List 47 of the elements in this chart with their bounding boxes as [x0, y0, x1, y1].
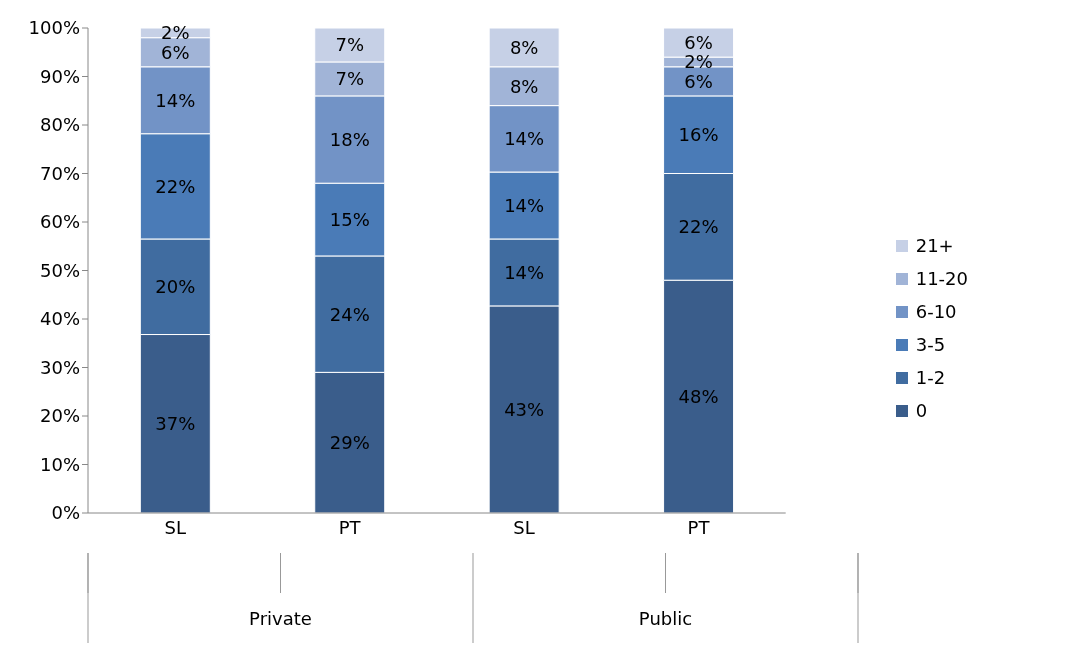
legend-label: 0 [915, 400, 928, 421]
y-tick-label: 20% [39, 405, 80, 427]
x-tick-label: PT [687, 516, 711, 538]
data-label: 6% [684, 31, 713, 53]
data-label: 7% [335, 34, 365, 56]
data-label: 6% [161, 41, 190, 63]
data-label: 43% [504, 398, 545, 420]
y-tick-label: 30% [39, 356, 80, 378]
y-tick-label: 100% [28, 17, 80, 39]
data-label: 2% [161, 22, 190, 44]
data-label: 8% [509, 36, 539, 58]
data-label: 6% [684, 70, 713, 92]
data-label: 14% [504, 261, 545, 283]
data-label: 22% [678, 216, 719, 238]
y-tick-label: 50% [39, 259, 80, 281]
x-tick-label: PT [338, 516, 362, 538]
data-label: 37% [155, 413, 196, 435]
data-label: 8% [509, 75, 539, 97]
data-label: 14% [504, 128, 545, 150]
legend-label: 1-2 [915, 367, 946, 388]
data-label: 22% [155, 175, 196, 197]
data-label: 20% [155, 276, 196, 298]
legend-label: 21+ [915, 235, 954, 256]
legend-label: 11-20 [915, 268, 968, 289]
y-tick-label: 0% [51, 502, 80, 524]
y-tick-label: 10% [39, 453, 80, 475]
x-tick-label: SL [513, 516, 535, 538]
data-label: 18% [329, 128, 370, 150]
data-label: 29% [329, 432, 370, 454]
legend-label: 3-5 [915, 334, 946, 355]
data-label: 7% [335, 68, 365, 90]
data-label: 15% [329, 208, 370, 230]
y-tick-label: 40% [39, 308, 80, 330]
y-tick-label: 80% [39, 114, 80, 136]
y-tick-label: 90% [39, 65, 80, 87]
x-tick-label: SL [164, 516, 186, 538]
legend-label: 6-10 [915, 301, 957, 322]
data-label: 24% [329, 303, 370, 325]
y-tick-label: 60% [39, 211, 80, 233]
data-label: 48% [678, 385, 719, 407]
data-label: 16% [678, 124, 719, 146]
data-label: 2% [684, 51, 713, 73]
data-label: 14% [504, 194, 545, 216]
y-tick-label: 70% [39, 162, 80, 184]
text: Private [249, 608, 312, 629]
data-label: 14% [155, 89, 196, 111]
text: Public [638, 608, 693, 629]
